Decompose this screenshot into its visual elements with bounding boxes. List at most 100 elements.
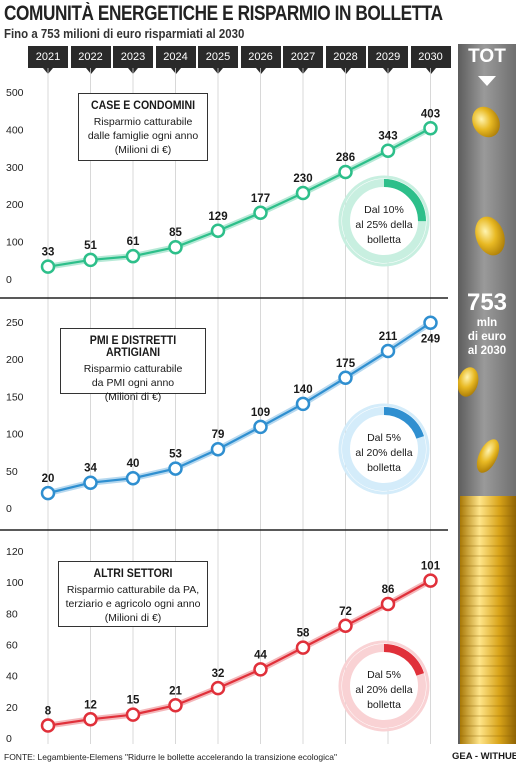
- y-tick-label: 150: [6, 391, 24, 403]
- data-point: [40, 485, 56, 501]
- total-value: 753: [466, 289, 508, 316]
- data-label: 175: [336, 358, 356, 370]
- data-label: 249: [421, 334, 440, 346]
- data-label: 53: [169, 449, 182, 461]
- y-tick-label: 0: [6, 733, 12, 745]
- desc-line: Risparmio catturabile da PA,: [66, 584, 200, 596]
- credit-label: GEA - WITHUB: [452, 751, 516, 762]
- data-label: 230: [293, 173, 312, 185]
- ring-outer: [338, 403, 430, 495]
- y-tick-label: 200: [6, 354, 24, 366]
- y-tick-label: 0: [6, 503, 12, 515]
- data-point: [125, 248, 141, 264]
- data-label: 51: [84, 240, 97, 252]
- ring-arc: [342, 179, 426, 263]
- data-label: 286: [336, 152, 355, 164]
- data-point: [83, 475, 98, 490]
- y-tick-label: 100: [6, 429, 24, 441]
- y-tick-label: 120: [6, 546, 24, 558]
- panel-title: ALTRI SETTORI: [93, 568, 173, 580]
- data-label: 177: [251, 193, 270, 205]
- ring-line: bolletta: [367, 462, 401, 474]
- data-point: [83, 252, 98, 268]
- y-tick-label: 250: [6, 317, 24, 329]
- series-line: [47, 127, 432, 268]
- ring-label: Dal 5% al 20% della bolletta: [338, 431, 430, 476]
- data-point: [338, 164, 353, 180]
- ring-outer: [338, 175, 430, 267]
- data-label: 72: [339, 606, 352, 618]
- data-label: 140: [293, 384, 312, 396]
- data-label: 44: [254, 649, 267, 661]
- data-point: [423, 573, 438, 588]
- data-point: [338, 370, 353, 386]
- series-line: [47, 579, 432, 727]
- source-note: FONTE: Legambiente-Elemens "Ridurre le b…: [4, 752, 337, 762]
- ring-line: Dal 10%: [364, 204, 404, 216]
- page-subtitle: Fino a 753 milioni di euro risparmiati a…: [4, 26, 245, 41]
- total-unit-line: al 2030: [467, 345, 507, 357]
- data-label: 12: [84, 699, 97, 711]
- page-title: COMUNITÀ ENERGETICHE E RISPARMIO IN BOLL…: [4, 2, 443, 25]
- data-point: [338, 618, 353, 634]
- total-value-block: 753 mln di euro al 2030: [458, 290, 516, 358]
- y-tick-label: 0: [6, 274, 12, 286]
- y-tick-label: 400: [6, 124, 24, 136]
- y-tick-label: 200: [6, 199, 24, 211]
- data-label: 33: [42, 247, 55, 259]
- ring-label: Dal 10% al 25% della bolletta: [338, 203, 430, 248]
- y-tick-label: 100: [6, 577, 24, 589]
- data-point: [40, 259, 56, 274]
- data-point: [253, 419, 268, 435]
- data-point: [423, 121, 438, 136]
- desc-line: (Milioni di €): [104, 391, 162, 403]
- data-point: [210, 680, 226, 696]
- data-point: [295, 396, 311, 412]
- total-side-panel: [457, 44, 516, 744]
- y-tick-label: 300: [6, 162, 24, 174]
- ring-arc: [342, 644, 426, 728]
- desc-line: (Milioni di €): [104, 612, 162, 624]
- total-unit-line: di euro: [467, 331, 507, 343]
- y-tick-label: 40: [6, 671, 18, 683]
- coins-illustration: [457, 106, 516, 744]
- data-label: 85: [169, 227, 182, 239]
- data-label: 8: [45, 706, 52, 718]
- data-point: [83, 712, 98, 727]
- desc-line: Risparmio catturabile: [93, 116, 193, 128]
- ring-line: Dal 5%: [367, 669, 401, 681]
- down-arrow-icon: [478, 76, 496, 86]
- year-label: 2025: [198, 46, 238, 74]
- panel-pmi-box: PMI E DISTRETTI ARTIGIANI Risparmio catt…: [60, 328, 206, 403]
- data-label: 21: [169, 685, 182, 697]
- data-point: [40, 718, 56, 733]
- tot-label: TOT: [468, 46, 506, 67]
- desc-line: terziario e agricolo ogni anno: [65, 598, 201, 610]
- ring-line: al 20% della: [355, 684, 413, 696]
- data-point: [210, 441, 226, 457]
- panel-altri-box: ALTRI SETTORI Risparmio catturabile da P…: [58, 561, 208, 627]
- data-point: [125, 470, 141, 486]
- data-label: 101: [421, 561, 441, 573]
- data-point: [168, 461, 183, 476]
- data-point: [295, 185, 311, 201]
- data-point: [423, 315, 438, 330]
- panel-case-box: CASE E CONDOMINI Risparmio catturabile d…: [78, 93, 208, 161]
- data-point: [168, 698, 183, 713]
- y-tick-label: 50: [6, 466, 18, 478]
- y-tick-label: 60: [6, 640, 18, 652]
- data-point: [253, 662, 268, 677]
- ring-line: Dal 5%: [367, 432, 401, 444]
- data-point: [253, 205, 268, 221]
- ring-line: al 25% della: [355, 219, 413, 231]
- y-tick-label: 20: [6, 702, 18, 714]
- ring-arc: [342, 407, 426, 491]
- data-label: 403: [421, 108, 440, 120]
- ring-line: al 20% della: [355, 447, 413, 459]
- data-label: 79: [212, 429, 225, 441]
- y-tick-label: 100: [6, 237, 24, 249]
- data-label: 20: [42, 473, 55, 485]
- desc-line: dalle famiglie ogni anno: [87, 130, 199, 142]
- data-point: [380, 143, 396, 158]
